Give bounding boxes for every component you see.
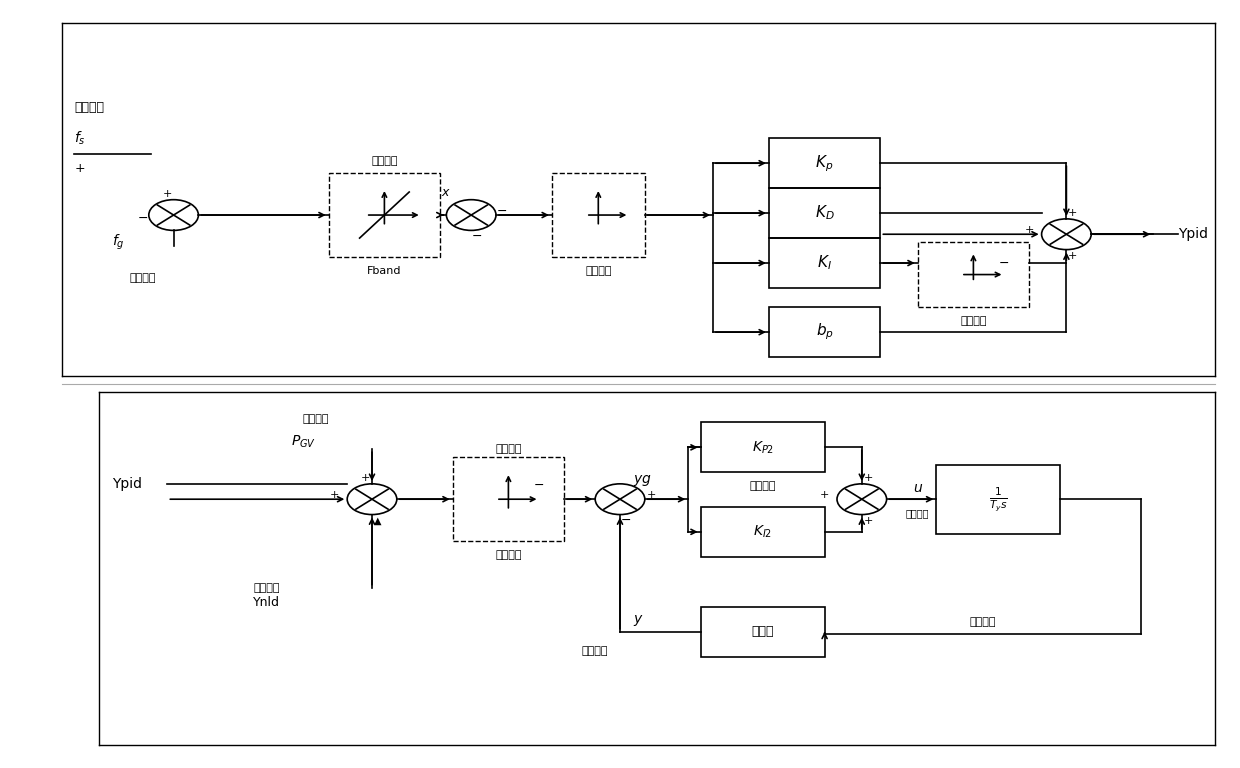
Text: $y$: $y$ <box>634 613 644 627</box>
Text: 控制输出: 控制输出 <box>906 508 929 518</box>
Text: $u$: $u$ <box>913 481 923 495</box>
Text: $x$: $x$ <box>441 186 451 198</box>
Text: −: − <box>497 205 507 217</box>
Text: 积分限幅: 积分限幅 <box>960 316 987 326</box>
Text: $f_s$: $f_s$ <box>74 130 86 147</box>
Text: ▲: ▲ <box>374 515 382 526</box>
Bar <box>453 457 564 541</box>
Text: 开度给定: 开度给定 <box>495 444 522 455</box>
Text: −: − <box>138 213 148 225</box>
Bar <box>918 242 1029 307</box>
Text: +: + <box>1024 225 1034 236</box>
Text: $b_p$: $b_p$ <box>816 322 833 343</box>
Text: +: + <box>1068 207 1078 218</box>
Text: −: − <box>999 257 1009 270</box>
Text: 空载开度: 空载开度 <box>253 582 280 593</box>
Bar <box>769 307 880 357</box>
Text: +: + <box>1068 250 1078 261</box>
Text: $P_{GV}$: $P_{GV}$ <box>291 433 316 450</box>
Bar <box>936 465 1060 534</box>
Text: −: − <box>534 479 544 492</box>
Text: 导叶副环: 导叶副环 <box>749 481 776 492</box>
Text: +: + <box>74 163 86 175</box>
Text: −: − <box>621 515 631 527</box>
Bar <box>769 238 880 288</box>
Text: $K_I$: $K_I$ <box>817 253 832 273</box>
Text: +: + <box>863 472 873 483</box>
Text: +: + <box>646 490 656 501</box>
Text: −: − <box>472 230 482 243</box>
Text: +: + <box>330 490 340 501</box>
Text: $K_{I2}$: $K_{I2}$ <box>753 524 773 540</box>
Text: 变送器: 变送器 <box>751 625 774 638</box>
Text: Ynld: Ynld <box>253 597 280 609</box>
Text: +: + <box>361 472 371 483</box>
Text: $K_{P2}$: $K_{P2}$ <box>751 439 774 455</box>
Text: +: + <box>863 515 873 526</box>
Text: $f_g$: $f_g$ <box>112 232 124 252</box>
Bar <box>329 173 440 257</box>
Text: +: + <box>820 490 830 501</box>
Bar <box>769 138 880 188</box>
Text: 偏差限幅: 偏差限幅 <box>585 266 611 276</box>
Bar <box>701 507 825 557</box>
Text: 机组频率: 机组频率 <box>129 273 156 283</box>
Text: 频率给定: 频率给定 <box>74 101 104 114</box>
Bar <box>769 188 880 238</box>
Text: 开度反馈: 开度反馈 <box>582 646 609 656</box>
Bar <box>552 173 645 257</box>
Text: $K_p$: $K_p$ <box>816 153 833 174</box>
Bar <box>701 607 825 657</box>
Text: 频率死区: 频率死区 <box>371 156 398 167</box>
Text: 输出限幅: 输出限幅 <box>495 550 522 561</box>
Text: Ypid: Ypid <box>112 477 141 491</box>
Text: Ypid: Ypid <box>1178 227 1208 241</box>
Text: $K_D$: $K_D$ <box>815 204 835 223</box>
Text: 功率给定: 功率给定 <box>303 413 330 424</box>
Text: $\frac{1}{T_y s}$: $\frac{1}{T_y s}$ <box>988 485 1008 513</box>
Text: 导叶行程: 导叶行程 <box>970 617 996 627</box>
Bar <box>701 422 825 472</box>
Text: Fband: Fband <box>367 266 402 276</box>
Text: $yg$: $yg$ <box>632 472 652 488</box>
Text: +: + <box>162 188 172 199</box>
